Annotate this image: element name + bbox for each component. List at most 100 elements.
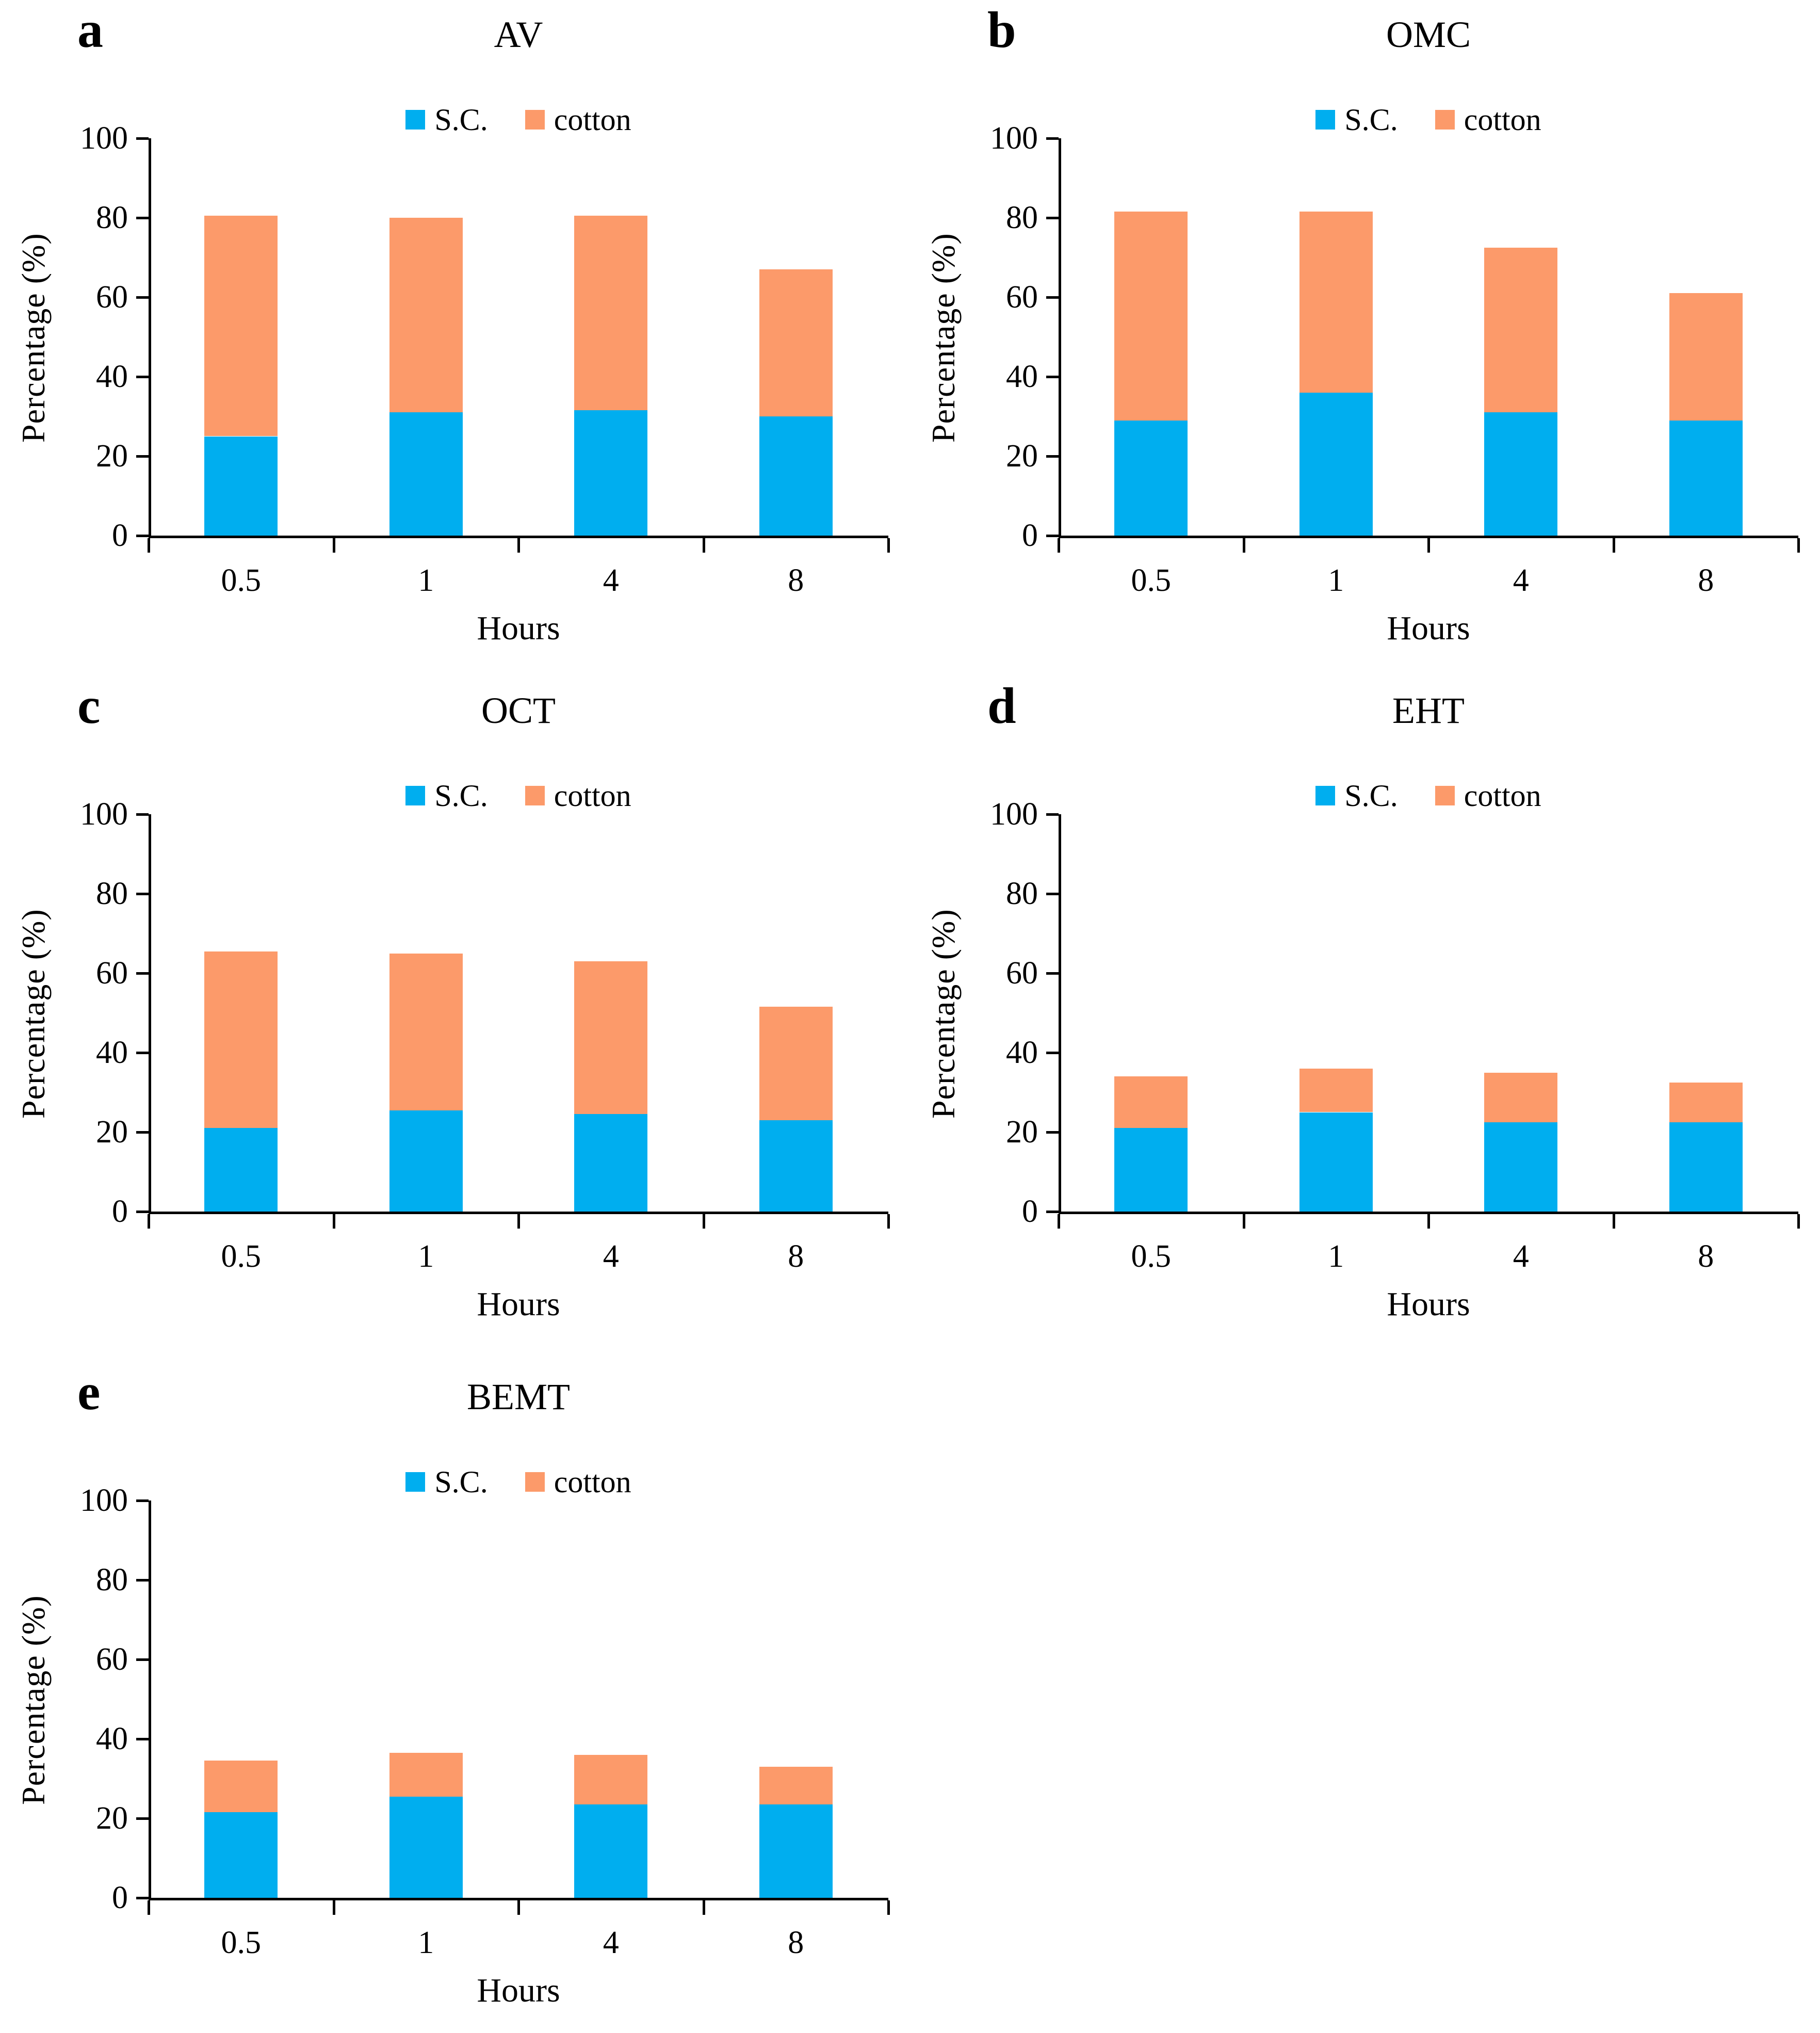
bar-segment-cotton bbox=[1114, 1076, 1188, 1128]
chart-title: BEMT bbox=[466, 1376, 570, 1417]
x-tick-mark bbox=[1242, 1214, 1245, 1229]
y-tick-mark bbox=[1046, 455, 1059, 458]
x-tick-label: 8 bbox=[1698, 1239, 1714, 1274]
bar-segment-sc bbox=[759, 416, 833, 536]
y-tick-mark bbox=[136, 1658, 149, 1661]
panel-letter: d bbox=[987, 677, 1016, 734]
y-tick-label: 0 bbox=[112, 1880, 128, 1915]
x-tick-label: 8 bbox=[788, 1239, 804, 1274]
bar-segment-cotton bbox=[1114, 212, 1188, 421]
y-tick-mark bbox=[136, 972, 149, 975]
y-axis bbox=[1059, 138, 1061, 538]
y-tick-mark bbox=[1046, 137, 1059, 140]
bar-segment-sc bbox=[389, 1796, 463, 1898]
panel-letter: b bbox=[987, 1, 1016, 58]
y-tick-label: 20 bbox=[96, 1115, 128, 1150]
plot-area: 0 20 40 60 80 100 0.5 1 4 8 bbox=[990, 122, 1800, 596]
chart-title: OCT bbox=[481, 690, 556, 731]
chart-panel-omc: b OMC S.C. cotton Percentage (%) Hours 0… bbox=[910, 0, 1820, 671]
legend-item-cotton: cotton bbox=[525, 104, 631, 135]
y-tick-mark bbox=[136, 455, 149, 458]
y-tick-label: 40 bbox=[96, 359, 128, 394]
x-tick-label: 0.5 bbox=[221, 1925, 262, 1960]
y-tick-label: 40 bbox=[1006, 1035, 1038, 1070]
y-tick-label: 40 bbox=[96, 1721, 128, 1756]
x-tick-mark bbox=[332, 538, 335, 553]
x-tick-label: 0.5 bbox=[221, 563, 262, 598]
x-axis-label: Hours bbox=[477, 609, 560, 647]
bar-segment-cotton bbox=[759, 1007, 833, 1120]
y-tick-label: 100 bbox=[80, 121, 128, 156]
legend-swatch-sc-icon bbox=[405, 110, 426, 130]
legend-swatch-cotton-icon bbox=[1435, 110, 1455, 130]
y-tick-label: 80 bbox=[96, 200, 128, 235]
legend-item-cotton: cotton bbox=[1435, 780, 1541, 811]
y-tick-mark bbox=[1046, 535, 1059, 537]
bar-segment-cotton bbox=[1299, 1068, 1373, 1112]
x-tick-mark bbox=[1058, 538, 1060, 553]
y-tick-label: 0 bbox=[112, 1194, 128, 1229]
y-tick-label: 20 bbox=[1006, 439, 1038, 474]
legend-swatch-cotton-icon bbox=[1435, 786, 1455, 805]
bar-segment-cotton bbox=[1669, 1082, 1743, 1122]
x-axis bbox=[149, 1212, 888, 1214]
legend-item-sc: S.C. bbox=[405, 780, 488, 811]
chart-panel-eht: d EHT S.C. cotton Percentage (%) Hours 0… bbox=[910, 676, 1820, 1347]
legend-label-cotton: cotton bbox=[554, 103, 631, 137]
y-axis-label: Percentage (%) bbox=[15, 909, 52, 1119]
y-tick-mark bbox=[136, 376, 149, 378]
x-tick-label: 1 bbox=[1328, 1239, 1344, 1274]
x-tick-mark bbox=[702, 1214, 705, 1229]
x-tick-mark bbox=[887, 1214, 890, 1229]
legend-label-cotton: cotton bbox=[554, 1465, 631, 1499]
x-tick-mark bbox=[1797, 538, 1800, 553]
legend-swatch-sc-icon bbox=[405, 786, 426, 805]
y-tick-label: 80 bbox=[96, 1562, 128, 1598]
x-tick-label: 4 bbox=[1513, 563, 1529, 598]
bar-segment-sc bbox=[1484, 1122, 1558, 1212]
y-tick-label: 0 bbox=[1022, 1194, 1038, 1229]
x-tick-mark bbox=[1797, 1214, 1800, 1229]
chart-panel-oct: c OCT S.C. cotton Percentage (%) Hours 0… bbox=[0, 676, 910, 1347]
plot-area: 0 20 40 60 80 100 0.5 1 4 8 bbox=[80, 122, 890, 596]
bar-segment-sc bbox=[1114, 1128, 1188, 1212]
x-tick-mark bbox=[1612, 538, 1615, 553]
x-tick-label: 8 bbox=[788, 563, 804, 598]
legend-label-sc: S.C. bbox=[434, 779, 488, 813]
bar-segment-sc bbox=[574, 1114, 648, 1212]
x-axis-label: Hours bbox=[477, 1972, 560, 2009]
y-tick-label: 60 bbox=[96, 1642, 128, 1677]
x-tick-label: 8 bbox=[788, 1925, 804, 1960]
y-tick-mark bbox=[136, 1738, 149, 1740]
x-tick-label: 0.5 bbox=[1131, 1239, 1172, 1274]
legend-swatch-sc-icon bbox=[1315, 110, 1336, 130]
bar-segment-sc bbox=[1299, 1112, 1373, 1212]
chart-title: AV bbox=[494, 14, 543, 55]
y-tick-mark bbox=[136, 813, 149, 816]
bar-segment-sc bbox=[1299, 392, 1373, 536]
x-tick-mark bbox=[517, 538, 520, 553]
x-tick-label: 8 bbox=[1698, 563, 1714, 598]
legend-item-sc: S.C. bbox=[405, 1466, 488, 1497]
x-tick-label: 4 bbox=[603, 563, 619, 598]
y-tick-mark bbox=[1046, 893, 1059, 895]
bar-segment-sc bbox=[389, 1110, 463, 1212]
bar-segment-cotton bbox=[1484, 1072, 1558, 1122]
bar-segment-sc bbox=[574, 1804, 648, 1898]
y-tick-mark bbox=[136, 1817, 149, 1820]
y-tick-label: 60 bbox=[1006, 956, 1038, 991]
bar-segment-sc bbox=[204, 1128, 278, 1212]
panel-letter: a bbox=[77, 1, 103, 58]
y-tick-label: 100 bbox=[990, 797, 1038, 832]
y-tick-label: 100 bbox=[990, 121, 1038, 156]
bar-segment-cotton bbox=[759, 1766, 833, 1805]
y-axis-label: Percentage (%) bbox=[15, 233, 52, 443]
y-tick-label: 20 bbox=[96, 439, 128, 474]
y-axis-label: Percentage (%) bbox=[925, 909, 962, 1119]
bar-segment-sc bbox=[389, 412, 463, 536]
y-axis-label: Percentage (%) bbox=[925, 233, 962, 443]
y-tick-label: 100 bbox=[80, 797, 128, 832]
bar-segment-cotton bbox=[389, 1752, 463, 1797]
bar-segment-sc bbox=[759, 1804, 833, 1898]
y-tick-mark bbox=[1046, 813, 1059, 816]
